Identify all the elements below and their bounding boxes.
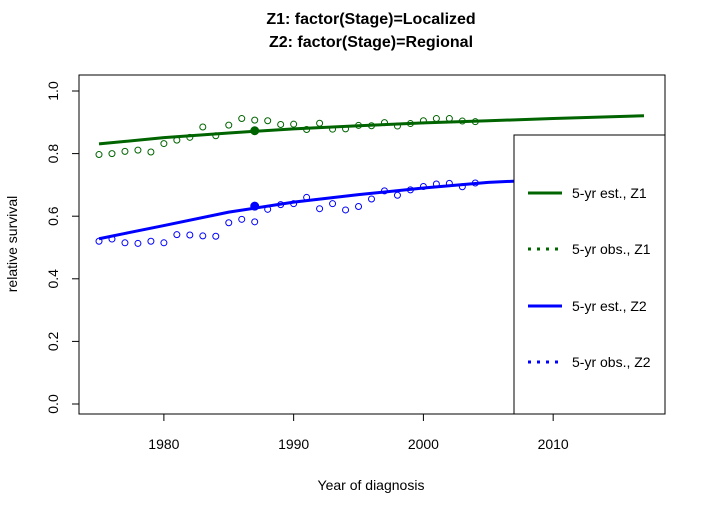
series-point-3 — [432, 180, 440, 188]
y-tick-label: 0.0 — [45, 394, 61, 414]
series-point-3 — [329, 200, 337, 208]
series-point-1 — [368, 122, 375, 130]
series-point-1 — [406, 120, 414, 128]
series-point-1 — [303, 125, 311, 133]
series-point-3 — [380, 187, 388, 195]
series-point-1 — [329, 125, 337, 133]
series-point-1 — [342, 125, 350, 133]
series-point-1 — [419, 117, 427, 125]
series-point-3 — [95, 237, 103, 245]
series-point-3 — [108, 235, 116, 243]
series-point-1 — [134, 146, 142, 154]
series-point-1 — [121, 147, 129, 155]
x-axis-label: Year of diagnosis — [318, 477, 425, 493]
series-point-1 — [147, 148, 155, 156]
series-point-1 — [290, 120, 298, 128]
y-tick-label: 0.6 — [45, 206, 61, 226]
legend: 5-yr est., Z1 5-yr obs., Z1 5-yr est., Z… — [513, 134, 666, 415]
y-tick-label: 0.8 — [45, 144, 61, 164]
series-point-1 — [225, 121, 233, 129]
y-tick-label: 1.0 — [45, 81, 61, 101]
series-point-3 — [160, 239, 168, 247]
highlight-point — [250, 126, 260, 136]
series-point-1 — [471, 118, 479, 126]
legend-label-z1-est: 5-yr est., Z1 — [572, 185, 647, 201]
series-point-3 — [355, 202, 363, 210]
series-point-3 — [238, 215, 246, 223]
x-tick-label: 2000 — [408, 436, 439, 452]
series-point-1 — [95, 151, 103, 159]
series-point-3 — [393, 191, 401, 199]
series-point-1 — [445, 115, 453, 123]
series-point-3 — [147, 237, 155, 245]
series-point-3 — [186, 231, 194, 239]
series-point-1 — [238, 115, 246, 123]
series-point-3 — [458, 183, 466, 191]
series-point-1 — [186, 133, 194, 141]
series-point-1 — [458, 117, 466, 125]
series-point-3 — [316, 205, 324, 213]
series-point-3 — [406, 186, 414, 194]
series-point-3 — [445, 179, 453, 187]
series-point-1 — [380, 119, 388, 127]
series-point-3 — [212, 232, 220, 240]
series-point-3 — [264, 205, 272, 213]
series-point-1 — [108, 150, 116, 158]
x-tick-label: 1980 — [148, 436, 179, 452]
series-point-1 — [277, 120, 285, 128]
series-point-1 — [355, 121, 363, 129]
legend-label-z2-obs: 5-yr obs., Z2 — [572, 354, 651, 370]
series-point-3 — [121, 239, 129, 247]
highlight-point — [250, 201, 260, 211]
y-tick-label: 0.4 — [45, 269, 61, 289]
series-point-3 — [419, 182, 427, 190]
chart-title-line-2: Z2: factor(Stage)=Regional — [269, 34, 473, 51]
x-tick-label: 1990 — [278, 436, 309, 452]
series-point-3 — [199, 232, 207, 240]
y-axis: 0.0 0.2 0.4 0.6 0.8 1.0 — [45, 81, 80, 414]
series-point-3 — [471, 179, 479, 187]
series-point-3 — [134, 239, 142, 247]
series-point-1 — [251, 116, 259, 124]
series-point-1 — [264, 117, 272, 125]
x-axis: 1980 1990 2000 2010 — [148, 413, 569, 452]
x-tick-label: 2010 — [538, 436, 569, 452]
series-point-3 — [368, 195, 375, 203]
series-point-3 — [173, 231, 181, 239]
series-point-1 — [212, 132, 220, 140]
series-point-1 — [160, 140, 168, 148]
series-point-1 — [173, 136, 181, 144]
series-point-3 — [290, 200, 298, 208]
series-point-3 — [303, 193, 311, 201]
series-point-3 — [251, 218, 259, 226]
series-point-1 — [199, 123, 207, 131]
series-line-0 — [98, 114, 645, 146]
series-layer — [95, 114, 645, 247]
series-point-3 — [225, 219, 233, 227]
chart-title-line-1: Z1: factor(Stage)=Localized — [266, 11, 475, 28]
series-point-1 — [432, 115, 440, 123]
legend-box — [513, 134, 666, 415]
series-point-1 — [393, 122, 401, 130]
legend-label-z1-obs: 5-yr obs., Z1 — [572, 241, 651, 257]
series-point-3 — [342, 206, 350, 214]
series-point-3 — [277, 201, 285, 209]
legend-label-z2-est: 5-yr est., Z2 — [572, 298, 647, 314]
series-point-1 — [316, 119, 324, 127]
y-axis-label: relative survival — [4, 196, 20, 292]
y-tick-label: 0.2 — [45, 331, 61, 351]
